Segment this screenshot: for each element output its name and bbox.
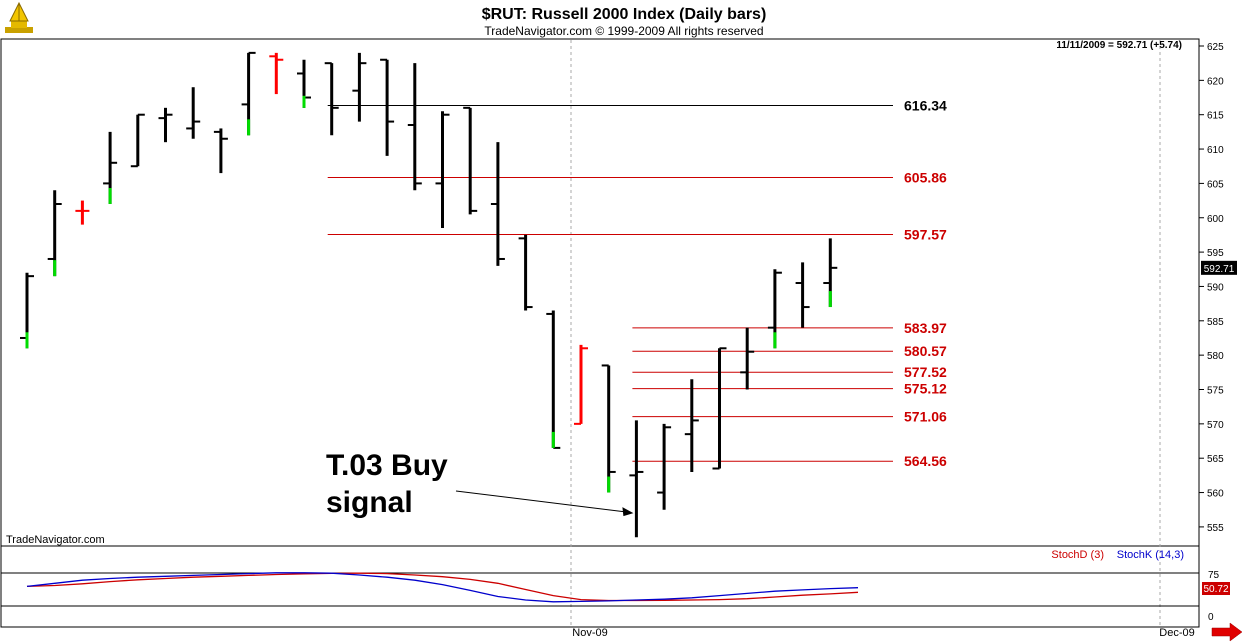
tradenavigator-logo-icon [5, 1, 33, 33]
chart-title: $RUT: Russell 2000 Index (Daily bars) [482, 6, 767, 23]
x-label-dec: Dec-09 [1159, 627, 1194, 639]
level-label: 616.34 [904, 97, 947, 113]
price-tick-label: 590 [1207, 282, 1224, 293]
price-axis: 555 560 565 570 575 580 585 590 595 600 605 610 615 6… [1199, 42, 1237, 534]
level-label: 577.52 [904, 364, 947, 380]
stoch-value-box [1202, 582, 1230, 595]
stoch-tick-0: 0 [1208, 612, 1214, 623]
watermark-text: TradeNavigator.com [6, 534, 105, 546]
price-tick-label: 555 [1207, 523, 1224, 534]
level-label: 571.06 [904, 409, 947, 425]
stoch-tick-75: 75 [1208, 570, 1220, 581]
price-tick-label: 620 [1207, 76, 1224, 87]
level-label: 575.12 [904, 381, 947, 397]
price-tick-label: 600 [1207, 214, 1224, 225]
legend-stoch-d: StochD (3) [1051, 549, 1104, 561]
last-price-box [1201, 260, 1237, 275]
ohlc-bars [20, 51, 838, 538]
last-price-readout: 11/11/2009 = 592.71 (+5.74) [1056, 40, 1182, 51]
legend-stoch-k: StochK (14,3) [1117, 549, 1184, 561]
price-tick-label: 585 [1207, 317, 1224, 328]
price-tick-label: 605 [1207, 179, 1224, 190]
x-label-nov: Nov-09 [572, 627, 607, 639]
level-label: 583.97 [904, 320, 947, 336]
price-tick-label: 580 [1207, 351, 1224, 362]
support-resistance-levels: 616.34 605.86 597.57 583.97 580.57 577.52575.… [327, 97, 947, 469]
last-price-label: 592.71 [1204, 264, 1235, 275]
stoch-series-line [26, 572, 859, 602]
price-tick-label: 570 [1207, 420, 1224, 431]
price-tick-label: 625 [1207, 42, 1224, 53]
price-tick-label: 610 [1207, 145, 1224, 156]
level-label: 597.57 [904, 226, 947, 242]
level-label: 580.57 [904, 343, 947, 359]
price-tick-label: 565 [1207, 454, 1224, 465]
stoch-series-line [26, 572, 859, 603]
annotation-line-2: signal [326, 486, 413, 519]
stochastic-lines [26, 572, 859, 603]
stoch-value-label: 50.72 [1203, 584, 1228, 595]
scroll-right-arrow-icon[interactable] [1211, 622, 1243, 642]
level-label: 564.56 [904, 453, 947, 469]
price-tick-label: 595 [1207, 248, 1224, 259]
price-tick-label: 560 [1207, 489, 1224, 500]
price-panel-frame [0, 38, 1200, 547]
indicator-panel-frame [0, 545, 1200, 628]
annotation-arrow [455, 490, 634, 517]
annotation-line-1: T.03 Buy [326, 449, 448, 482]
arrow-head [622, 507, 634, 517]
level-label: 605.86 [904, 169, 947, 185]
price-tick-label: 575 [1207, 386, 1224, 397]
chart-subtitle: TradeNavigator.com © 1999-2009 All right… [484, 24, 763, 38]
arrow-shaft [455, 490, 628, 513]
price-tick-label: 615 [1207, 111, 1224, 122]
